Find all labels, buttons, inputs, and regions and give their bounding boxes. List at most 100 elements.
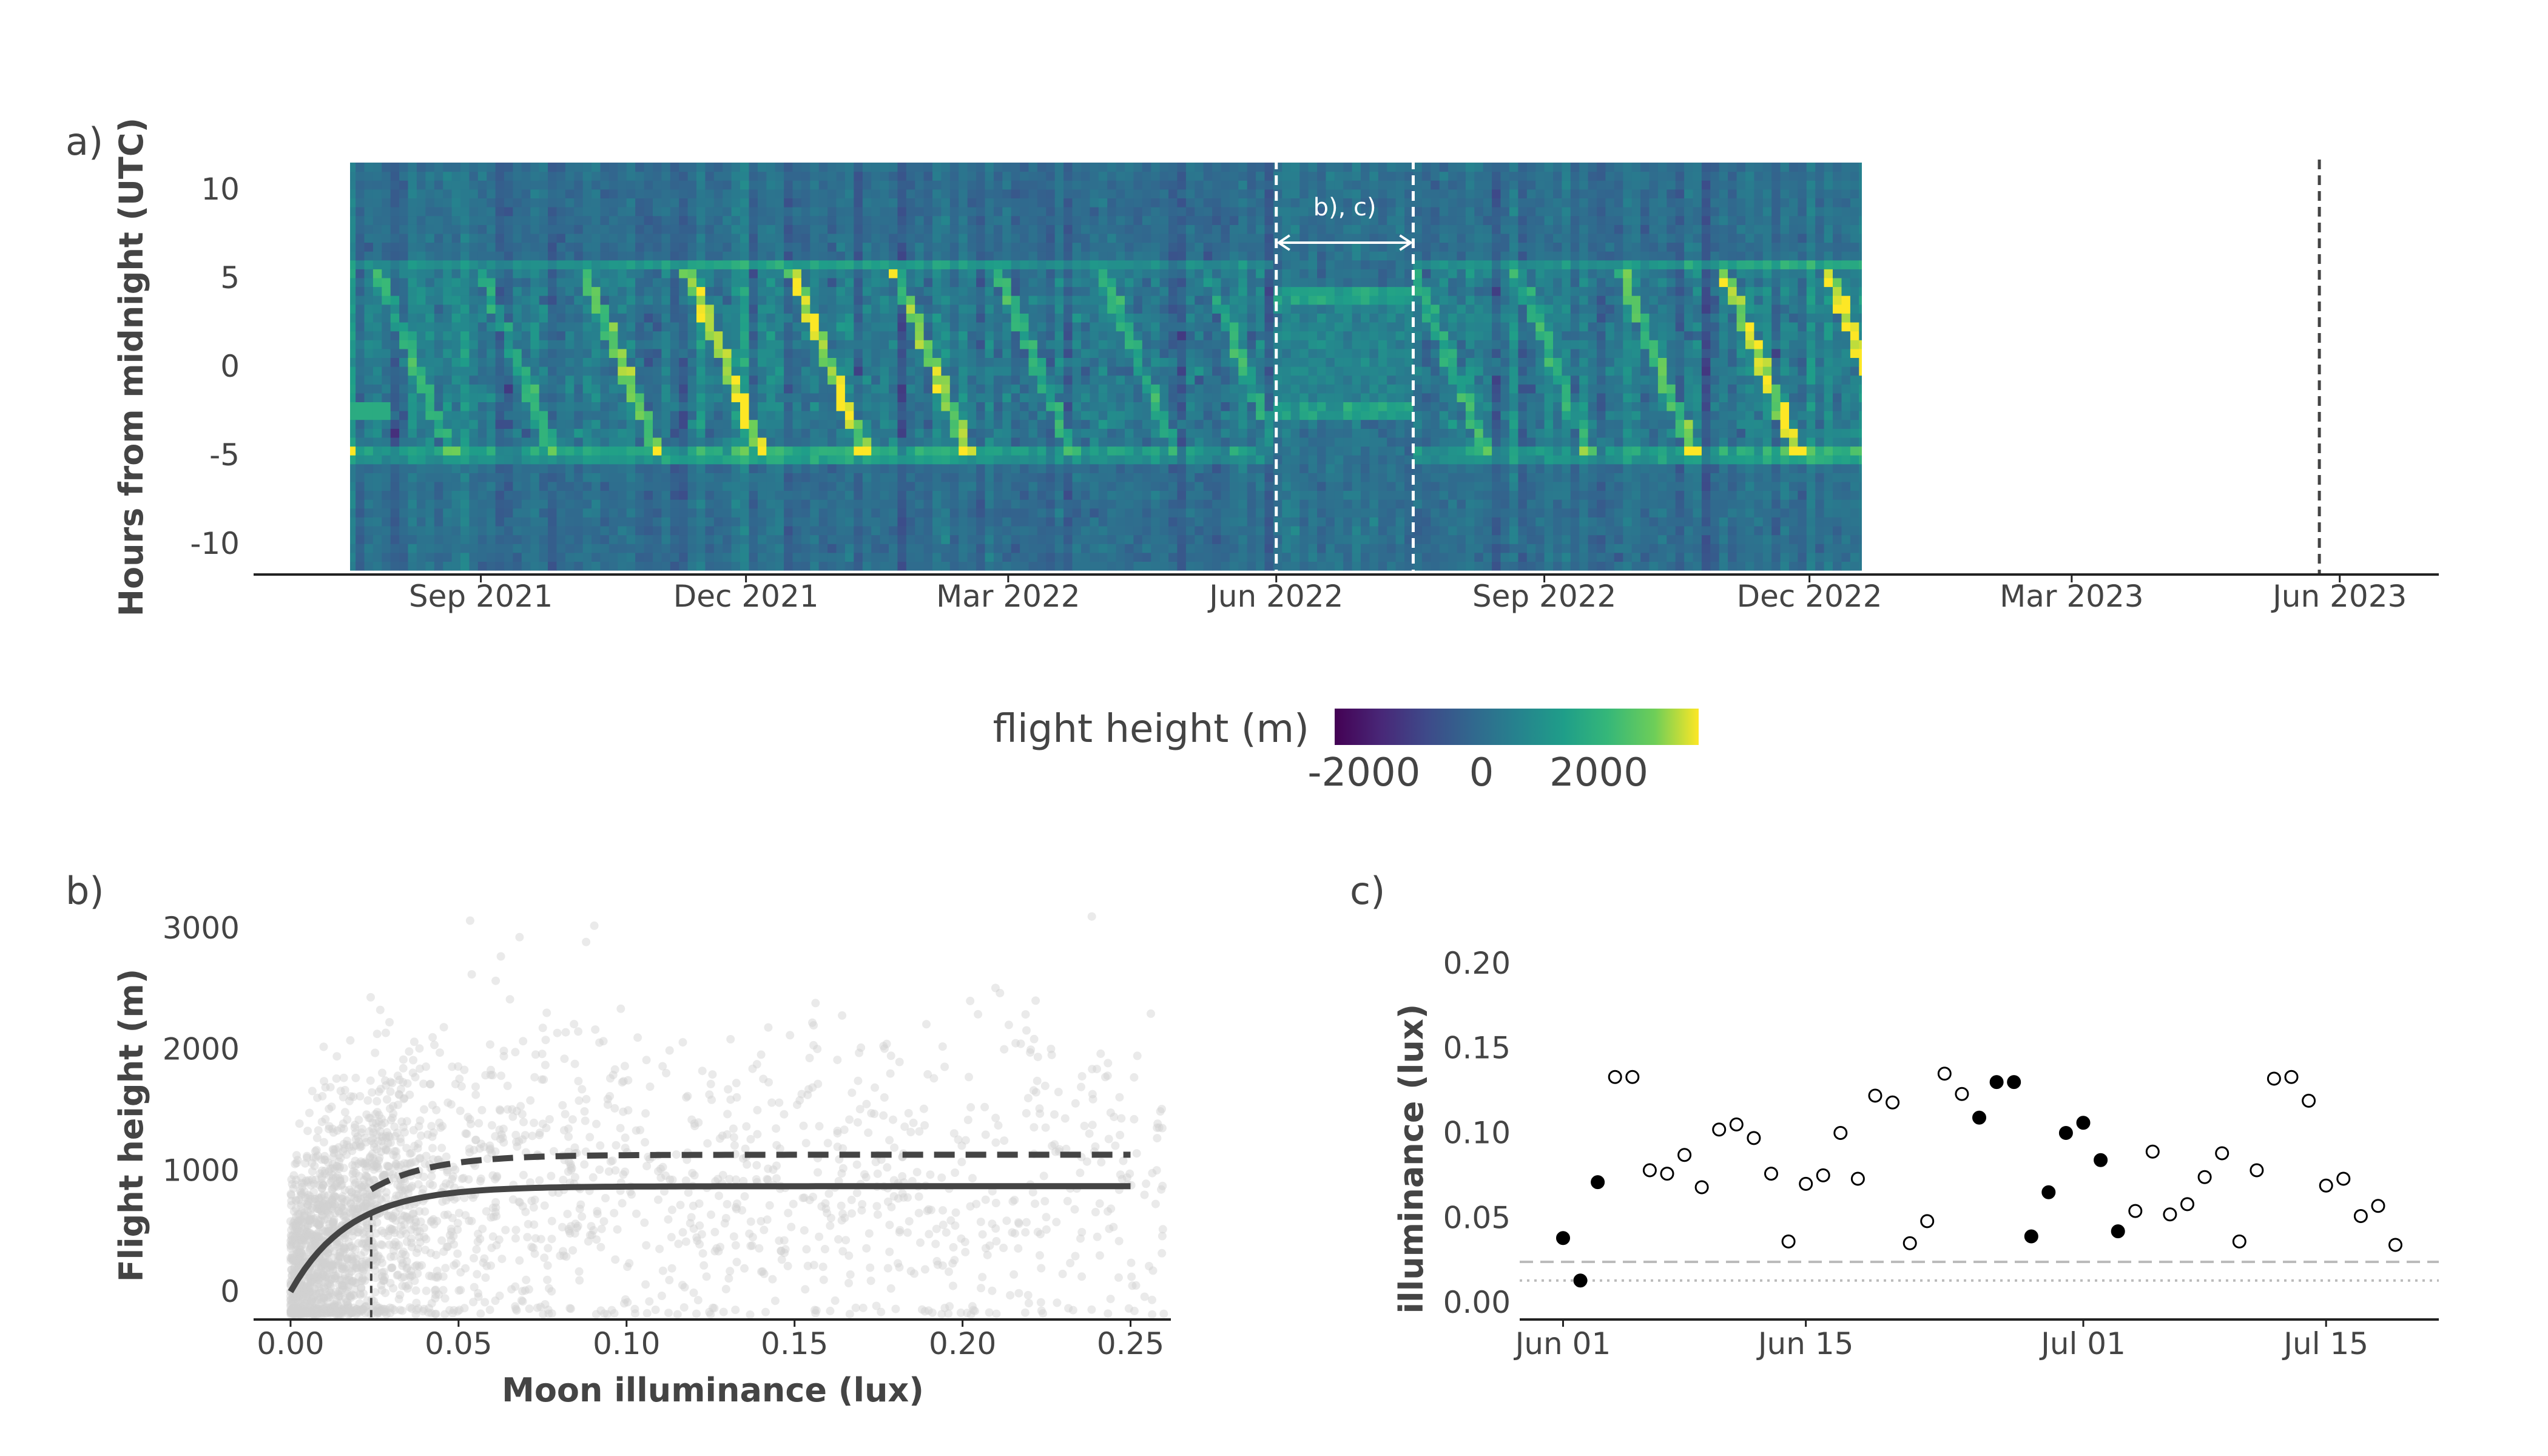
heatmap-cell: [425, 304, 435, 314]
heatmap-cell: [390, 198, 400, 207]
heatmap-cell: [967, 277, 977, 288]
heatmap-cell: [565, 517, 575, 527]
heatmap-cell: [1133, 163, 1143, 172]
heatmap-cell: [801, 561, 811, 571]
heatmap-cell: [661, 242, 671, 252]
heatmap-cell: [1290, 561, 1300, 571]
heatmap-cell: [592, 552, 601, 562]
heatmap-cell: [854, 481, 863, 491]
heatmap-cell: [1256, 411, 1266, 420]
heatmap-cell: [530, 499, 540, 509]
heatmap-cell: [644, 233, 653, 243]
heatmap-cell: [600, 198, 610, 207]
heatmap-cell: [889, 322, 898, 332]
heatmap-cell: [1256, 517, 1266, 527]
heatmap-cell: [1290, 411, 1300, 420]
heatmap-cell: [1185, 544, 1195, 553]
heatmap-cell: [1264, 473, 1274, 482]
heatmap-cell: [382, 198, 391, 207]
heatmap-cell: [582, 384, 592, 394]
heatmap-cell: [740, 402, 749, 411]
heatmap-cell: [854, 393, 863, 402]
heatmap-cell: [1247, 198, 1256, 207]
heatmap-cell: [897, 526, 907, 536]
heatmap-cell: [390, 411, 400, 420]
heatmap-cell: [827, 295, 837, 305]
heatmap-cell: [810, 473, 820, 482]
heatmap-cell: [1081, 561, 1090, 571]
heatmap-cell: [565, 437, 575, 447]
heatmap-cell: [862, 207, 872, 217]
heatmap-cell: [889, 526, 898, 536]
heatmap-cell: [740, 171, 749, 181]
heatmap-cell: [1116, 207, 1125, 217]
heatmap-cell: [1090, 428, 1099, 438]
heatmap-cell: [1238, 295, 1248, 305]
heatmap-cell: [854, 517, 863, 527]
heatmap-cell: [705, 233, 715, 243]
heatmap-cell: [1002, 481, 1012, 491]
heatmap-cell: [906, 481, 915, 491]
heatmap-cell: [556, 171, 566, 181]
heatmap-cell: [993, 163, 1003, 172]
heatmap-cell: [372, 463, 382, 473]
heatmap-cell: [1098, 233, 1108, 243]
heatmap-cell: [1256, 490, 1266, 500]
heatmap-cell: [941, 163, 951, 172]
heatmap-cell: [565, 481, 575, 491]
heatmap-cell: [740, 295, 749, 305]
heatmap-cell: [1090, 437, 1099, 447]
heatmap-cell: [862, 171, 872, 181]
heatmap-cell: [1125, 481, 1134, 491]
heatmap-cell: [836, 171, 846, 181]
heatmap-cell: [836, 517, 846, 527]
heatmap-cell: [713, 437, 723, 447]
heatmap-cell: [923, 411, 933, 420]
heatmap-cell: [504, 242, 513, 252]
heatmap-cell: [592, 233, 601, 243]
heatmap-cell: [1011, 499, 1020, 509]
heatmap-cell: [556, 277, 566, 288]
heatmap-cell: [757, 561, 767, 571]
heatmap-cell: [661, 233, 671, 243]
heatmap-cell: [451, 233, 461, 243]
heatmap-cell: [993, 269, 1003, 278]
heatmap-cell: [661, 171, 671, 181]
heatmap-cell: [749, 534, 758, 544]
heatmap-cell: [792, 198, 802, 207]
heatmap-cell: [521, 357, 531, 367]
heatmap-cell: [1046, 419, 1056, 429]
heatmap-cell: [1046, 366, 1056, 376]
heatmap-cell: [923, 198, 933, 207]
heatmap-cell: [460, 242, 470, 252]
heatmap-cell: [1221, 251, 1230, 261]
heatmap-cell: [1081, 215, 1090, 225]
heatmap-cell: [1177, 322, 1187, 332]
heatmap-cell: [705, 428, 715, 438]
heatmap-cell: [1247, 393, 1256, 402]
heatmap-cell: [1159, 180, 1169, 190]
heatmap-cell: [653, 499, 662, 509]
heatmap-cell: [1168, 463, 1178, 473]
heatmap-cell: [1011, 455, 1020, 465]
heatmap-cell: [1273, 411, 1282, 420]
heatmap-cell: [539, 189, 548, 198]
heatmap-cell: [443, 473, 453, 482]
heatmap-cell: [766, 171, 776, 181]
heatmap-cell: [967, 224, 977, 234]
heatmap-cell: [548, 163, 558, 172]
heatmap-cell: [959, 304, 968, 314]
heatmap-cell: [1212, 490, 1222, 500]
heatmap-cell: [696, 402, 706, 411]
heatmap-cell: [1185, 331, 1195, 340]
heatmap-cell: [1282, 499, 1292, 509]
heatmap-cell: [862, 224, 872, 234]
heatmap-cell: [705, 304, 715, 314]
heatmap-cell: [408, 561, 417, 571]
heatmap-cell: [487, 544, 496, 553]
heatmap-cell: [539, 277, 548, 288]
heatmap-cell: [810, 517, 820, 527]
heatmap-cell: [1238, 366, 1248, 376]
heatmap-cell: [993, 411, 1003, 420]
heatmap-cell: [1229, 180, 1239, 190]
